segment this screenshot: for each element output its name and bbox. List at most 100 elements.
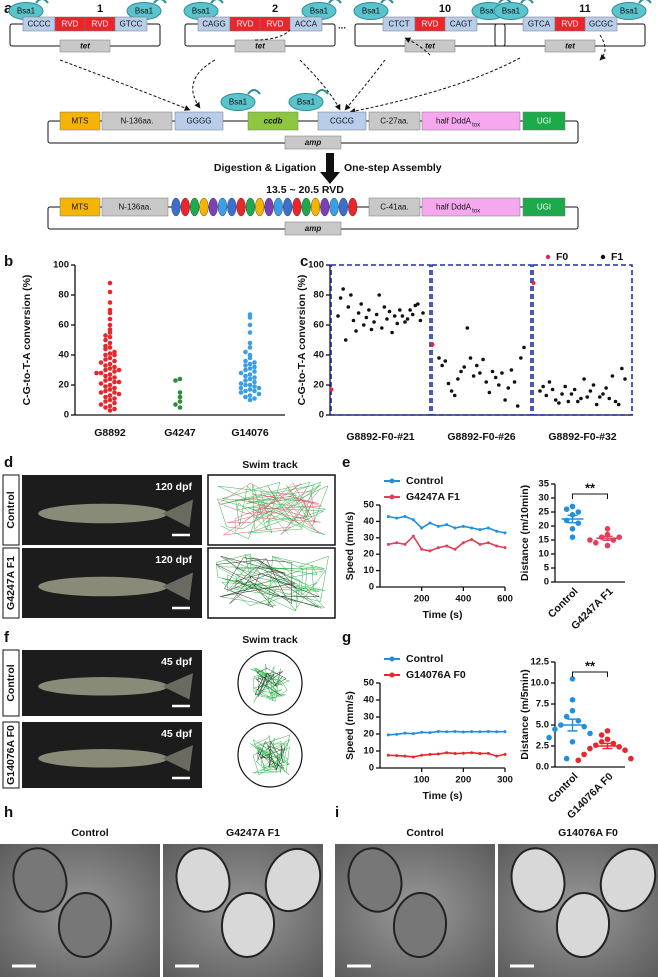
point (177, 405, 183, 410)
point (420, 547, 424, 551)
point (493, 375, 498, 380)
point (478, 752, 482, 756)
enzyme-arrow (35, 0, 49, 4)
point (367, 308, 371, 312)
swim-track (254, 668, 287, 698)
point (569, 697, 576, 703)
point (351, 318, 356, 323)
legend-marker (600, 254, 606, 260)
point (400, 314, 405, 318)
rvd-module (320, 197, 330, 217)
y-tick-label: 7.5 (536, 699, 550, 710)
point (107, 300, 113, 305)
mitochondrion (392, 892, 448, 958)
point (395, 732, 399, 736)
point (107, 330, 113, 335)
rvd-module (338, 197, 349, 217)
x-tick-label: G8892 (94, 427, 126, 439)
plasmid-number: 10 (439, 3, 451, 15)
y-tick-label: 2.5 (536, 741, 550, 752)
point (107, 366, 113, 371)
point (566, 399, 571, 404)
point (569, 676, 576, 682)
track-title: Swim track (242, 634, 298, 646)
point (428, 752, 432, 756)
point (398, 308, 402, 312)
point (411, 732, 415, 736)
point (601, 392, 605, 396)
point (581, 751, 587, 758)
point (103, 388, 108, 394)
point (550, 387, 555, 392)
point (173, 378, 178, 383)
y-axis-label: Distance (m/10min) (519, 485, 531, 581)
point (420, 753, 424, 757)
marker: amp (305, 138, 322, 147)
point (377, 293, 382, 297)
enzyme-shape (353, 2, 389, 20)
part-box (421, 197, 521, 217)
enzyme-label: Bsa1 (480, 7, 499, 16)
point (247, 366, 253, 371)
point (461, 751, 465, 755)
y-tick-label: 15 (538, 535, 549, 546)
point (369, 327, 374, 332)
site: CAGG (202, 20, 226, 29)
point (593, 742, 599, 748)
point (495, 754, 499, 758)
point (563, 713, 570, 720)
part-box (247, 111, 299, 131)
point (107, 372, 113, 377)
enzyme-arrow (498, 0, 512, 4)
part: MTS (72, 117, 89, 126)
point (243, 349, 248, 355)
rvd-module (329, 197, 339, 217)
x-tick-label: 400 (455, 594, 471, 605)
y-tick-label: 40 (313, 350, 324, 361)
point (546, 734, 552, 741)
point (103, 384, 108, 389)
rvd-module (227, 197, 237, 217)
point (443, 359, 448, 363)
point (107, 310, 113, 316)
point (553, 398, 558, 402)
legend-label: Control (406, 653, 443, 665)
point (403, 731, 407, 735)
y-tick-label: 50 (363, 500, 374, 511)
y-tick-label: 0 (369, 582, 374, 593)
group-frame (330, 264, 431, 416)
mitochondrion (599, 847, 657, 913)
point (436, 546, 440, 550)
y-tick-label: 20 (538, 521, 549, 532)
point (461, 730, 465, 734)
point (593, 540, 599, 546)
assembly-arrow (599, 34, 606, 61)
fish-tail (162, 673, 193, 700)
rvd-range: 13.5 ~ 20.5 RVD (266, 184, 344, 196)
rvd-module (171, 197, 181, 217)
y-tick-label: 100 (53, 260, 69, 271)
point (98, 390, 104, 395)
point (478, 730, 482, 734)
point (445, 523, 449, 527)
point (607, 396, 612, 401)
point (403, 320, 407, 324)
point (604, 736, 611, 743)
point (440, 363, 444, 368)
point (238, 381, 244, 386)
site-box (584, 16, 618, 32)
point (103, 405, 108, 410)
point (468, 356, 473, 360)
point (247, 382, 253, 388)
point (569, 503, 576, 510)
assembly-arrow (254, 29, 340, 110)
x-tick-label: G8892-F0-#26 (447, 431, 515, 443)
part: N-136aa. (119, 203, 152, 212)
legend-label: F0 (556, 251, 568, 263)
point (103, 357, 108, 362)
row-label-box (2, 649, 20, 717)
point (486, 541, 490, 545)
panel-label: a (4, 0, 13, 17)
point (243, 378, 248, 383)
